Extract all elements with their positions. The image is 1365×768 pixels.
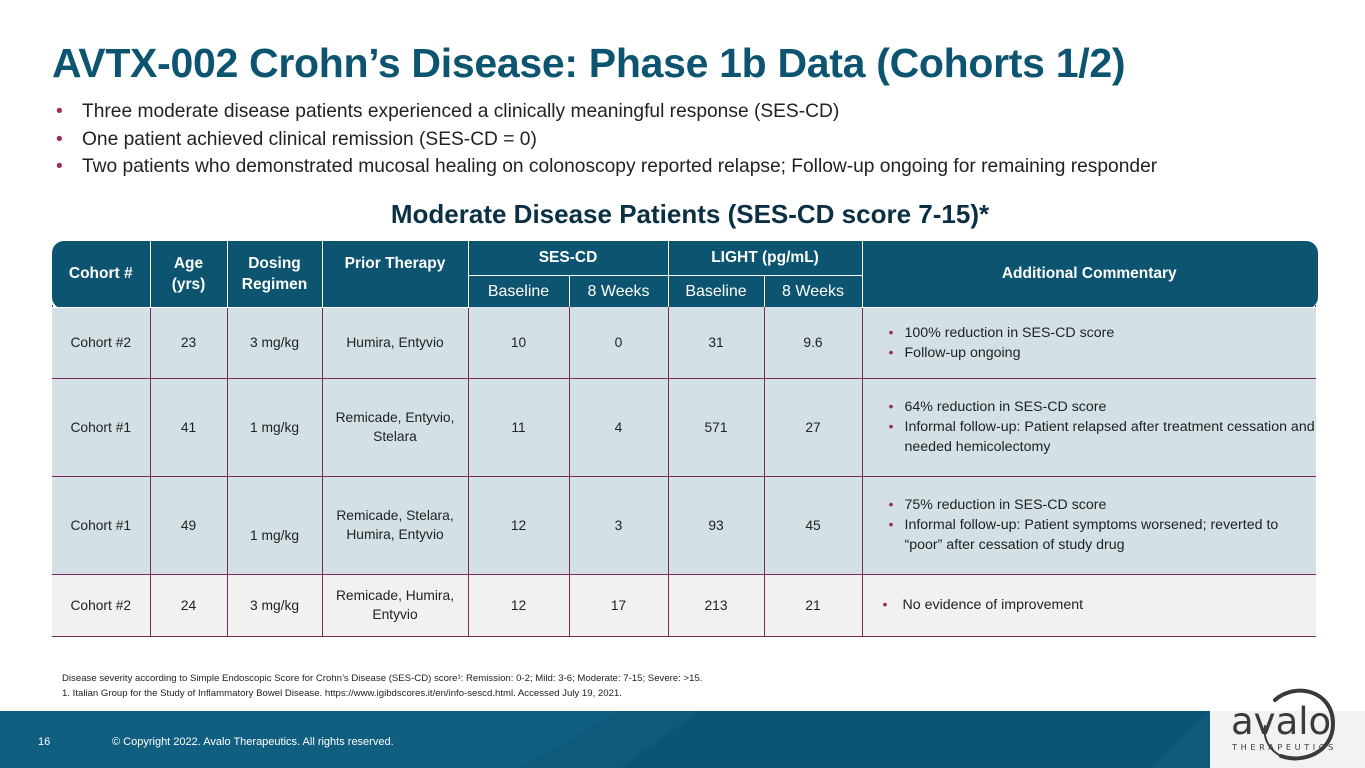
cell-age: 24 [150,574,228,636]
bullet-dot-icon: • [888,399,894,415]
cell-commentary: • 100% reduction in SES-CD score • Follow-… [862,307,1317,379]
header-age: Age (yrs) [150,241,228,308]
cell-ses-8weeks: 17 [569,574,669,636]
logo-wordmark: avalo [1231,700,1332,743]
slide-title: AVTX-002 Crohn’s Disease: Phase 1b Data … [52,40,1126,86]
table-title: Moderate Disease Patients (SES-CD score … [390,199,990,229]
table-row: Cohort #1 41 1 mg/kg Remicade, Entyvio, … [52,378,1317,477]
bullet-dot-icon: • [888,497,894,513]
footnote-severity: Disease severity according to Simple End… [62,673,703,684]
bullet-dot-icon: • [56,156,63,177]
header-ses-baseline: Baseline [468,275,570,307]
cell-ses-8weeks: 3 [569,476,669,575]
cell-dosing: 1 mg/kg [227,378,323,477]
cell-ses-baseline: 12 [468,574,570,636]
cell-dosing: 3 mg/kg [227,574,323,636]
cell-age: 41 [150,378,228,477]
footnotes: Disease severity according to Simple End… [62,671,702,701]
header-prior-therapy: Prior Therapy [322,241,469,308]
cell-cohort: Cohort #2 [52,307,151,379]
bullet-dot-icon: • [888,419,894,435]
cell-age: 49 [150,476,228,575]
cell-prior-therapy: Humira, Entyvio [322,307,469,379]
cell-light-baseline: 93 [668,476,765,575]
cell-commentary: • No evidence of improvement [862,574,1317,636]
summary-bullets: • Three moderate disease patients experie… [56,98,1157,181]
bullet-dot-icon: • [882,597,888,614]
cell-commentary: • 75% reduction in SES-CD score • Informal… [862,476,1317,575]
header-light-8weeks: 8 Weeks [764,275,863,307]
cell-light-baseline: 31 [668,307,765,379]
cell-cohort: Cohort #1 [52,476,151,575]
table-row: Cohort #1 49 1 mg/kg Remicade, Stelara, … [52,476,1317,575]
cell-light-baseline: 213 [668,574,765,636]
cell-prior-therapy: Remicade, Entyvio, Stelara [322,378,469,477]
cell-cohort: Cohort #1 [52,378,151,477]
cell-dosing: 1 mg/kg [227,476,323,575]
cell-light-8weeks: 45 [764,476,863,575]
summary-bullet: • Two patients who demonstrated mucosal h… [56,153,1157,181]
footnote-reference: 1. Italian Group for the Study of Inflam… [62,688,622,699]
cell-ses-8weeks: 0 [569,307,669,379]
cell-light-baseline: 571 [668,378,765,477]
cell-ses-baseline: 11 [468,378,570,477]
header-light-baseline: Baseline [668,275,765,307]
cell-prior-therapy: Remicade, Humira, Entyvio [322,574,469,636]
bullet-dot-icon: • [56,101,63,122]
cell-ses-baseline: 12 [468,476,570,575]
cell-dosing: 3 mg/kg [227,307,323,379]
cell-ses-8weeks: 4 [569,378,669,477]
footer-bar: 16 © Copyright 2022. Avalo Therapeutics.… [0,711,1365,768]
header-dosing: Dosing Regimen [227,241,323,308]
header-ses-cd: SES-CD [468,241,669,276]
cell-commentary: • 64% reduction in SES-CD score • Informal… [862,378,1317,477]
table-row: Cohort #2 23 3 mg/kg Humira, Entyvio 10 … [52,307,1317,379]
cell-light-8weeks: 27 [764,378,863,477]
cell-light-8weeks: 9.6 [764,307,863,379]
table-row: Cohort #2 24 3 mg/kg Remicade, Humira, E… [52,574,1317,636]
footer-band-graphic [0,711,1365,768]
bullet-dot-icon: • [888,344,894,361]
cell-cohort: Cohort #2 [52,574,151,636]
bullet-dot-icon: • [56,128,63,150]
copyright-text: © Copyright 2022. Avalo Therapeutics. Al… [112,736,394,748]
patients-table: Cohort # Age (yrs) Dosing Regimen Prior … [52,241,1317,636]
bullet-dot-icon: • [888,517,894,533]
cell-light-8weeks: 21 [764,574,863,636]
header-cohort: Cohort # [52,241,151,308]
logo-tagline: THERAPEUTICS [1232,742,1337,752]
logo-brush-ring-icon [1263,688,1336,761]
page-number: 16 [38,736,51,748]
bullet-dot-icon: • [888,324,894,341]
header-light: LIGHT (pg/mL) [668,241,863,276]
summary-bullet: • Three moderate disease patients experie… [56,98,1157,126]
cell-ses-baseline: 10 [468,307,570,379]
cell-prior-therapy: Remicade, Stelara, Humira, Entyvio [322,476,469,575]
summary-bullet: • One patient achieved clinical remission… [56,126,1157,154]
header-commentary: Additional Commentary [862,241,1317,308]
header-ses-8weeks: 8 Weeks [569,275,669,307]
cell-age: 23 [150,307,228,379]
